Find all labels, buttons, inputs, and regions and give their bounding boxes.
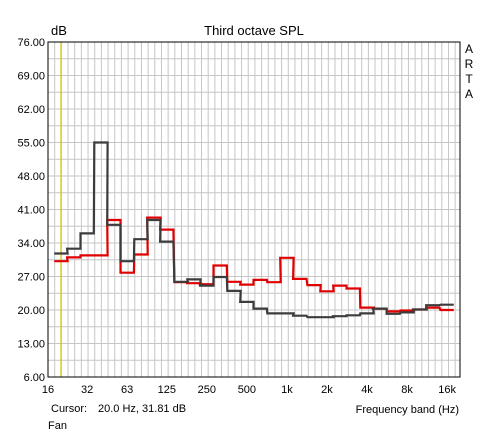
chart-title: Third octave SPL [204,23,304,38]
x-tick-label: 8k [401,384,413,396]
x-tick-label: 1k [281,384,293,396]
watermark-letter: A [465,42,473,56]
y-tick-label: 62.00 [17,104,45,116]
grid-layer [48,42,460,377]
watermark-letter: T [465,72,473,86]
y-tick-label: 48.00 [17,171,45,183]
x-tick-label: 2k [321,384,333,396]
y-tick-label: 6.00 [24,372,45,384]
y-tick-label: 27.00 [17,272,45,284]
x-tick-label: 16k [438,384,456,396]
y-tick-label: 41.00 [17,205,45,217]
x-axis-label: Frequency band (Hz) [356,404,459,416]
y-tick-labels: 76.00 69.00 62.00 55.00 48.00 41.00 34.00 27.00… [17,37,45,384]
x-tick-label: 63 [121,384,133,396]
x-tick-label: 125 [158,384,176,396]
x-tick-label: 500 [238,384,256,396]
y-tick-label: 20.00 [17,305,45,317]
x-tick-label: 16 [42,384,54,396]
cursor-label: Cursor: [51,403,88,415]
y-tick-label: 55.00 [17,138,45,150]
y-tick-label: 34.00 [17,238,45,250]
y-tick-label: 13.00 [17,339,45,351]
measurement-name: Fan [48,420,67,432]
plot-frame [47,41,461,378]
x-tick-label: 4k [361,384,373,396]
x-tick-label: 250 [198,384,216,396]
watermark-letter: R [465,57,474,71]
y-axis-label: dB [51,23,67,38]
watermark-letter: A [465,87,473,101]
y-tick-label: 76.00 [17,37,45,49]
x-tick-labels: 16 32 63 125 250 500 1k 2k 4k 8k 16k [42,384,457,396]
y-tick-label: 69.00 [17,71,45,83]
cursor-readout: 20.0 Hz, 31.81 dB [98,403,187,415]
series-line-2 [54,141,454,319]
series-layer [54,141,454,319]
x-tick-label: 32 [81,384,93,396]
